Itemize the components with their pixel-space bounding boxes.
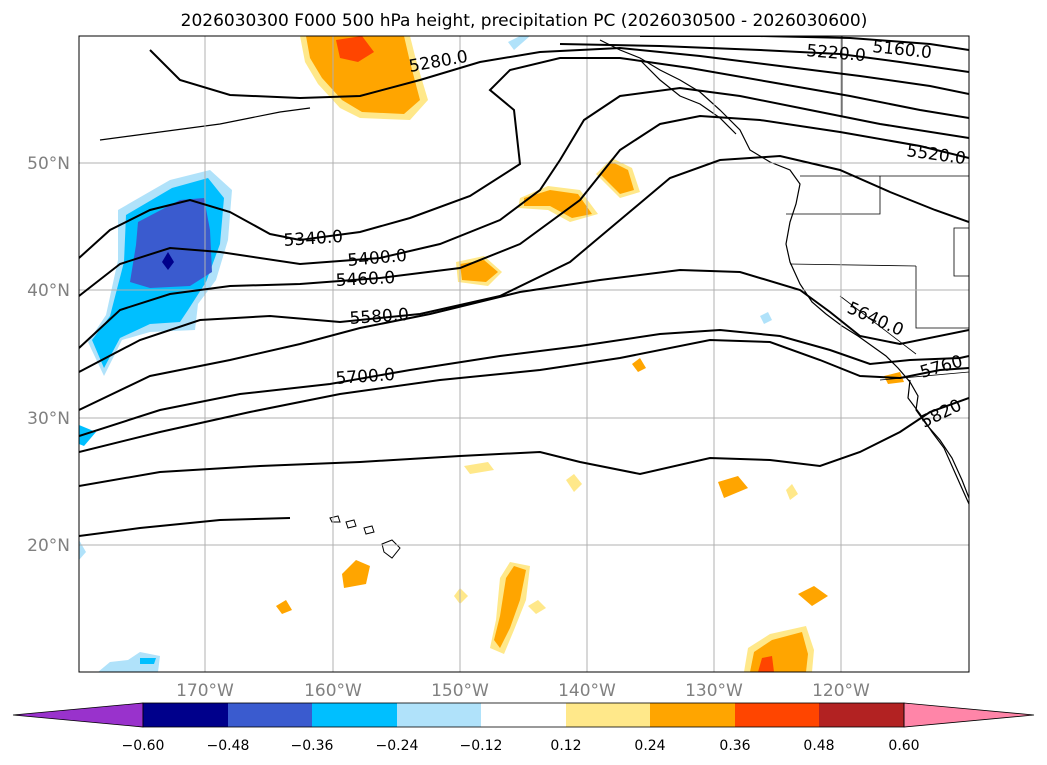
lon-label-170w: 170°W: [176, 681, 234, 701]
colorbar-bin-6: [566, 703, 650, 727]
hawaii-big-island: [381, 539, 401, 559]
contour-5640: [79, 328, 969, 437]
colorbar-bin-8: [735, 703, 819, 727]
pos-anomaly-12: [494, 566, 526, 648]
colorbar: −0.60 −0.48 −0.36 −0.24 −0.12 0.12 0.24 …: [12, 702, 1035, 754]
neg-anomaly-north: [508, 36, 530, 50]
colorbar-bin-3: [312, 703, 397, 727]
lon-label-150w: 150°W: [431, 681, 489, 701]
lon-label-160w: 160°W: [304, 681, 362, 701]
contour-label-5580: 5580.0: [349, 305, 410, 329]
precipitation-shading: [79, 36, 904, 672]
hawaii-oahu: [345, 519, 357, 529]
colorbar-bin-2: [228, 703, 312, 727]
pos-anomaly-10: [276, 600, 292, 614]
colorbar-tick-3: −0.36: [291, 738, 334, 754]
colorbar-bin-7: [650, 703, 735, 727]
contour-5580: [79, 268, 969, 411]
contour-label-5700: 5700.0: [335, 365, 396, 389]
colorbar-tick-10: 0.60: [888, 738, 919, 754]
contour-5160: [640, 36, 969, 51]
map-frame: [78, 35, 970, 673]
lon-label-120w: 120°W: [812, 681, 870, 701]
state-border-4: [915, 266, 969, 329]
contour-5760: [79, 397, 969, 487]
pos-anomaly-8: [786, 484, 798, 500]
colorbar-extend-high: [903, 702, 1035, 728]
pos-anomaly-5: [464, 462, 494, 474]
pos-anomaly-9: [342, 560, 370, 588]
colorbar-tick-2: −0.48: [207, 738, 250, 754]
contour-5460: [79, 114, 969, 349]
pos-anomaly-7: [718, 476, 748, 498]
state-border-5: [953, 227, 969, 277]
map-area: 5160.0 5220.0 5280.0 5340.0 5400.0 5460.…: [79, 36, 969, 672]
pos-anomaly-4: [632, 358, 646, 372]
map-title: 2026030300 F000 500 hPa height, precipit…: [181, 11, 868, 31]
latitude-labels: 50°N 40°N 30°N 20°N: [27, 154, 70, 556]
pos-anomaly-alaska-strong: [336, 36, 374, 62]
contour-5340: [79, 57, 969, 259]
pos-anomaly-6: [566, 474, 582, 492]
neg-anomaly-edge-1: [79, 425, 96, 446]
pos-anomaly-2: [600, 162, 634, 194]
baja-coast: [907, 379, 969, 505]
lon-label-130w: 130°W: [685, 681, 743, 701]
contour-5280: [149, 46, 969, 100]
contour-label-5460: 5460.0: [335, 268, 395, 291]
state-border-2: [789, 263, 917, 267]
colorbar-tick-1: −0.60: [122, 738, 165, 754]
colorbar-tick-9: 0.48: [803, 738, 834, 754]
pos-anomaly-3: [460, 260, 498, 282]
longitude-labels: 170°W 160°W 150°W 140°W 130°W 120°W: [176, 681, 870, 701]
colorbar-extend-low: [12, 702, 144, 728]
neg-anomaly-bottom-core: [140, 658, 156, 664]
contour-label-5340: 5340.0: [283, 227, 344, 251]
lat-label-40n: 40°N: [27, 281, 70, 301]
hawaii-islands: [329, 515, 401, 559]
pos-anomaly-alaska-mid: [306, 36, 420, 114]
colorbar-tick-4: −0.24: [376, 738, 419, 754]
hawaii-maui: [363, 525, 375, 535]
lat-label-30n: 30°N: [27, 409, 70, 429]
colorbar-outline: [142, 702, 905, 728]
colorbar-tick-8: 0.36: [719, 738, 750, 754]
contour-5820: [79, 517, 291, 537]
height-contours: [79, 36, 969, 537]
lat-label-50n: 50°N: [27, 154, 70, 174]
neg-anomaly-dark: [130, 198, 212, 288]
contour-5520: [79, 154, 969, 373]
colorbar-tick-7: 0.24: [634, 738, 665, 754]
colorbar-bin-4: [397, 703, 481, 727]
colorbar-tick-6: 0.12: [550, 738, 581, 754]
colorbar-bin-9: [819, 703, 904, 727]
gridlines: [79, 36, 969, 672]
colorbar-bin-1: [143, 703, 228, 727]
pos-anomaly-11: [454, 588, 468, 604]
north-america-coast: [599, 39, 969, 499]
lon-label-140w: 140°W: [558, 681, 616, 701]
pos-anomaly-1: [524, 190, 592, 218]
colorbar-bin-5: [481, 703, 566, 727]
contour-5400: [79, 86, 969, 297]
pos-anomaly-13: [528, 600, 546, 614]
hawaii-kauai: [329, 515, 341, 523]
neg-anomaly-navy: [162, 252, 174, 270]
pos-anomaly-15-strong: [758, 656, 774, 672]
contour-5220: [559, 43, 969, 73]
pos-anomaly-14: [798, 586, 828, 606]
neg-anomaly-bottom: [98, 652, 160, 672]
alaska-panhandle: [639, 59, 737, 135]
contour-5700: [79, 338, 969, 453]
colorbar-tick-5: −0.12: [460, 738, 503, 754]
lat-label-20n: 20°N: [27, 536, 70, 556]
neg-anomaly-small: [760, 312, 772, 324]
